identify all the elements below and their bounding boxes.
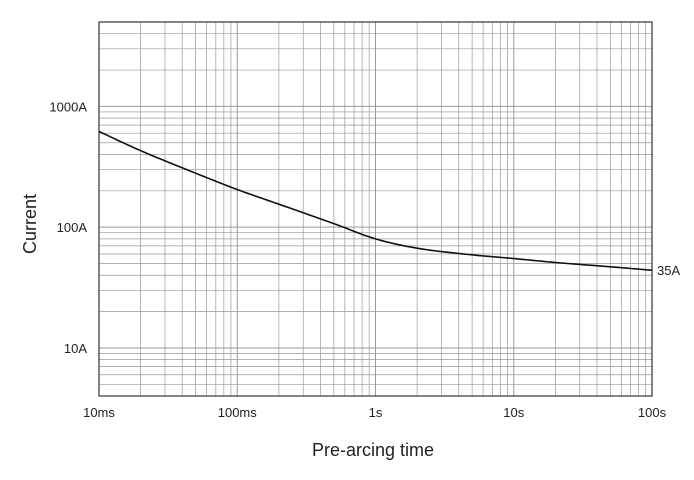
- series-label: 35A: [657, 263, 680, 278]
- grid-lines: [98, 21, 652, 397]
- x-tick-label: 100s: [638, 405, 667, 420]
- y-tick-label: 1000A: [49, 99, 87, 114]
- y-tick-labels: 10A 100A 1000A: [49, 99, 87, 356]
- plot-frame: [98, 21, 653, 397]
- x-tick-label: 10ms: [83, 405, 115, 420]
- series-line: [98, 130, 653, 272]
- x-tick-labels: 10ms 100ms 1s 10s 100s: [83, 405, 666, 420]
- y-axis-title: Current: [20, 194, 40, 254]
- y-tick-label: 10A: [64, 341, 87, 356]
- x-tick-label: 100ms: [218, 405, 258, 420]
- y-tick-label: 100A: [57, 220, 88, 235]
- x-axis-title: Pre-arcing time: [312, 440, 434, 460]
- x-tick-label: 10s: [503, 405, 524, 420]
- x-tick-label: 1s: [369, 405, 383, 420]
